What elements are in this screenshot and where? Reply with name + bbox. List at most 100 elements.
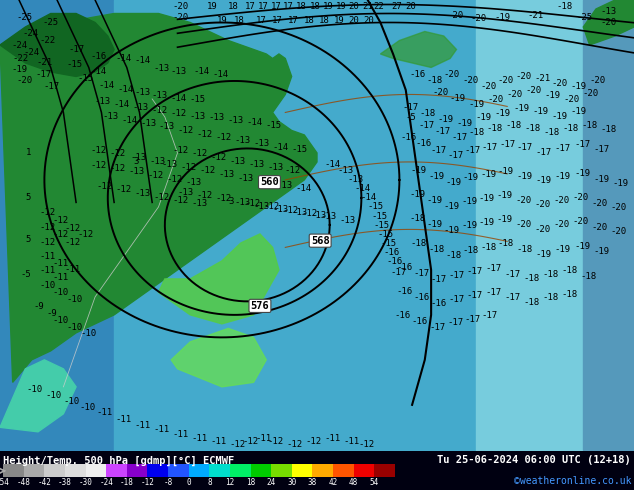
Text: -11: -11 xyxy=(52,273,68,283)
Text: -17: -17 xyxy=(451,133,468,142)
Text: -15: -15 xyxy=(77,74,94,83)
Text: -12: -12 xyxy=(153,193,170,201)
Text: -17: -17 xyxy=(485,288,501,297)
Text: -18: -18 xyxy=(409,214,425,222)
Text: 24: 24 xyxy=(266,478,276,487)
Text: -13: -13 xyxy=(257,177,273,186)
Bar xyxy=(333,465,354,477)
Text: Height/Temp. 500 hPa [gdmp][°C] ECMWF: Height/Temp. 500 hPa [gdmp][°C] ECMWF xyxy=(3,455,234,466)
Text: -19: -19 xyxy=(445,178,462,187)
Text: 18: 18 xyxy=(246,478,256,487)
Text: -13: -13 xyxy=(320,212,337,221)
Text: -19: -19 xyxy=(480,170,496,179)
Text: -19: -19 xyxy=(11,65,27,74)
Text: -13: -13 xyxy=(141,119,157,128)
Text: -22: -22 xyxy=(39,36,56,45)
Text: -20: -20 xyxy=(589,76,605,85)
Text: -18: -18 xyxy=(410,239,427,248)
Text: -18: -18 xyxy=(469,128,485,137)
Text: -12: -12 xyxy=(52,230,68,239)
Text: -13: -13 xyxy=(230,156,246,166)
Text: -19: -19 xyxy=(461,197,477,206)
Text: -19: -19 xyxy=(574,242,590,251)
Text: 18: 18 xyxy=(228,2,238,11)
Text: -13: -13 xyxy=(128,167,145,176)
Polygon shape xyxy=(0,14,114,76)
Text: -5: -5 xyxy=(20,270,30,279)
Text: -12: -12 xyxy=(65,238,81,246)
Text: -15: -15 xyxy=(291,145,307,154)
Text: -24: -24 xyxy=(11,41,27,50)
Text: -13: -13 xyxy=(191,199,208,208)
Text: -20: -20 xyxy=(172,14,189,23)
Text: 560: 560 xyxy=(260,177,279,187)
Text: -17: -17 xyxy=(504,270,521,279)
Text: -12: -12 xyxy=(230,440,246,449)
Text: -13: -13 xyxy=(219,170,235,179)
Text: -20: -20 xyxy=(462,75,479,85)
Text: -16: -16 xyxy=(401,133,417,142)
Text: -13: -13 xyxy=(149,156,165,166)
Text: -17: -17 xyxy=(447,151,463,160)
Text: -13: -13 xyxy=(162,160,178,169)
Text: -20: -20 xyxy=(534,225,550,234)
Bar xyxy=(374,465,395,477)
Text: -12: -12 xyxy=(90,161,107,170)
Text: -17: -17 xyxy=(574,140,590,149)
Text: -20: -20 xyxy=(610,203,626,212)
Text: -19: -19 xyxy=(593,174,609,184)
Bar xyxy=(168,465,189,477)
Text: -19: -19 xyxy=(428,172,444,181)
Text: -19: -19 xyxy=(593,247,609,256)
Text: -20: -20 xyxy=(564,96,580,104)
Text: -16: -16 xyxy=(396,287,413,296)
Text: -20: -20 xyxy=(443,70,460,79)
Text: -19: -19 xyxy=(496,191,513,200)
Text: -19: -19 xyxy=(494,14,510,23)
Text: -13: -13 xyxy=(103,112,119,122)
Text: -12: -12 xyxy=(177,126,193,135)
Text: -18: -18 xyxy=(428,245,444,254)
Text: -17: -17 xyxy=(466,267,482,276)
Text: -54: -54 xyxy=(0,478,10,487)
Text: -12: -12 xyxy=(306,437,322,446)
Text: -20: -20 xyxy=(447,11,463,20)
Text: -10: -10 xyxy=(52,316,68,325)
Bar xyxy=(313,465,333,477)
Text: -18: -18 xyxy=(505,121,522,129)
Text: -20: -20 xyxy=(534,200,550,209)
Text: -18: -18 xyxy=(542,270,559,279)
Text: 3: 3 xyxy=(134,157,139,167)
Text: -16: -16 xyxy=(386,257,403,266)
Text: 8: 8 xyxy=(207,478,212,487)
Text: -19: -19 xyxy=(570,107,586,116)
Text: -12: -12 xyxy=(191,149,208,158)
Text: -12: -12 xyxy=(77,230,94,239)
Text: -12: -12 xyxy=(172,146,189,155)
Text: -20: -20 xyxy=(515,72,531,81)
Text: -19: -19 xyxy=(570,82,586,91)
Text: -42: -42 xyxy=(37,478,51,487)
Text: -16: -16 xyxy=(415,140,432,148)
Text: -13: -13 xyxy=(310,211,327,220)
Text: 18: 18 xyxy=(310,2,320,11)
Text: -13: -13 xyxy=(272,205,288,214)
Text: -21: -21 xyxy=(36,58,53,68)
Text: -14: -14 xyxy=(117,85,134,95)
Text: -48: -48 xyxy=(16,478,30,487)
Text: -11: -11 xyxy=(325,434,341,443)
Text: -13: -13 xyxy=(153,64,170,73)
Text: 17: 17 xyxy=(256,16,266,24)
Text: -12: -12 xyxy=(242,437,259,446)
Text: -11: -11 xyxy=(39,252,56,261)
Text: 18: 18 xyxy=(304,16,314,24)
Text: -19: -19 xyxy=(532,107,548,116)
Text: -12: -12 xyxy=(268,437,284,446)
Text: -13: -13 xyxy=(228,116,244,125)
Text: -38: -38 xyxy=(58,478,72,487)
Text: -19: -19 xyxy=(545,91,561,100)
Text: -19: -19 xyxy=(498,167,514,176)
Bar xyxy=(271,465,292,477)
Text: -14: -14 xyxy=(361,194,377,202)
Text: -19: -19 xyxy=(551,112,567,121)
